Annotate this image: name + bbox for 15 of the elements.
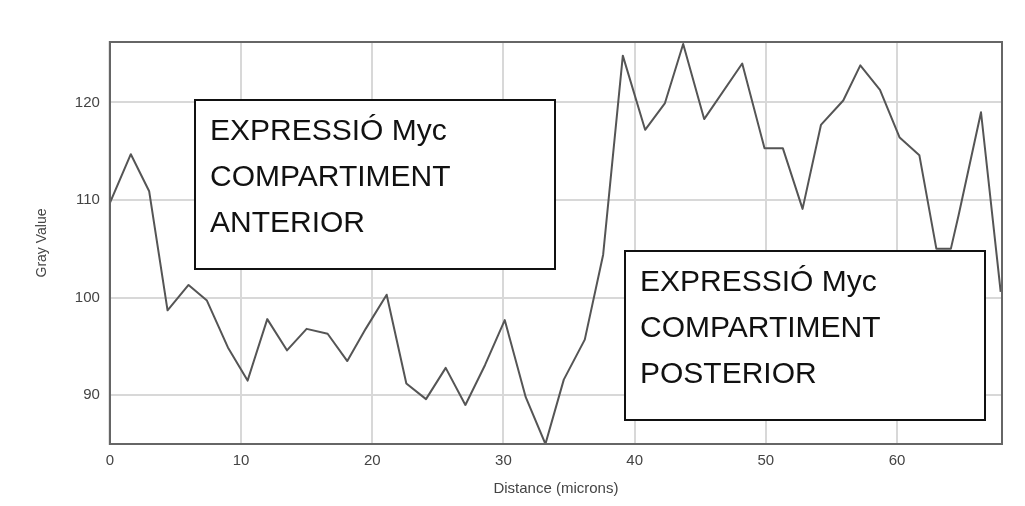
- text-box: EXPRESSIÓ Myc COMPARTIMENT ANTERIOR: [194, 99, 556, 270]
- x-tick-label: 50: [757, 451, 775, 469]
- x-tick-label: 60: [888, 451, 906, 469]
- y-axis-title: Gray Value: [33, 208, 50, 278]
- x-axis-title: Distance (microns): [493, 479, 619, 497]
- y-tick-label: 110: [75, 190, 100, 208]
- text-box: EXPRESSIÓ Myc COMPARTIMENT POSTERIOR: [624, 250, 986, 421]
- y-tick-label: 90: [83, 385, 100, 403]
- x-tick-label: 10: [232, 451, 250, 469]
- y-tick-label: 100: [74, 287, 100, 305]
- x-tick-label: 0: [105, 451, 114, 469]
- x-tick-label: 30: [495, 451, 512, 469]
- x-tick-label: 40: [626, 451, 643, 469]
- y-tick-label: 120: [74, 92, 100, 110]
- x-tick-label: 20: [363, 451, 381, 469]
